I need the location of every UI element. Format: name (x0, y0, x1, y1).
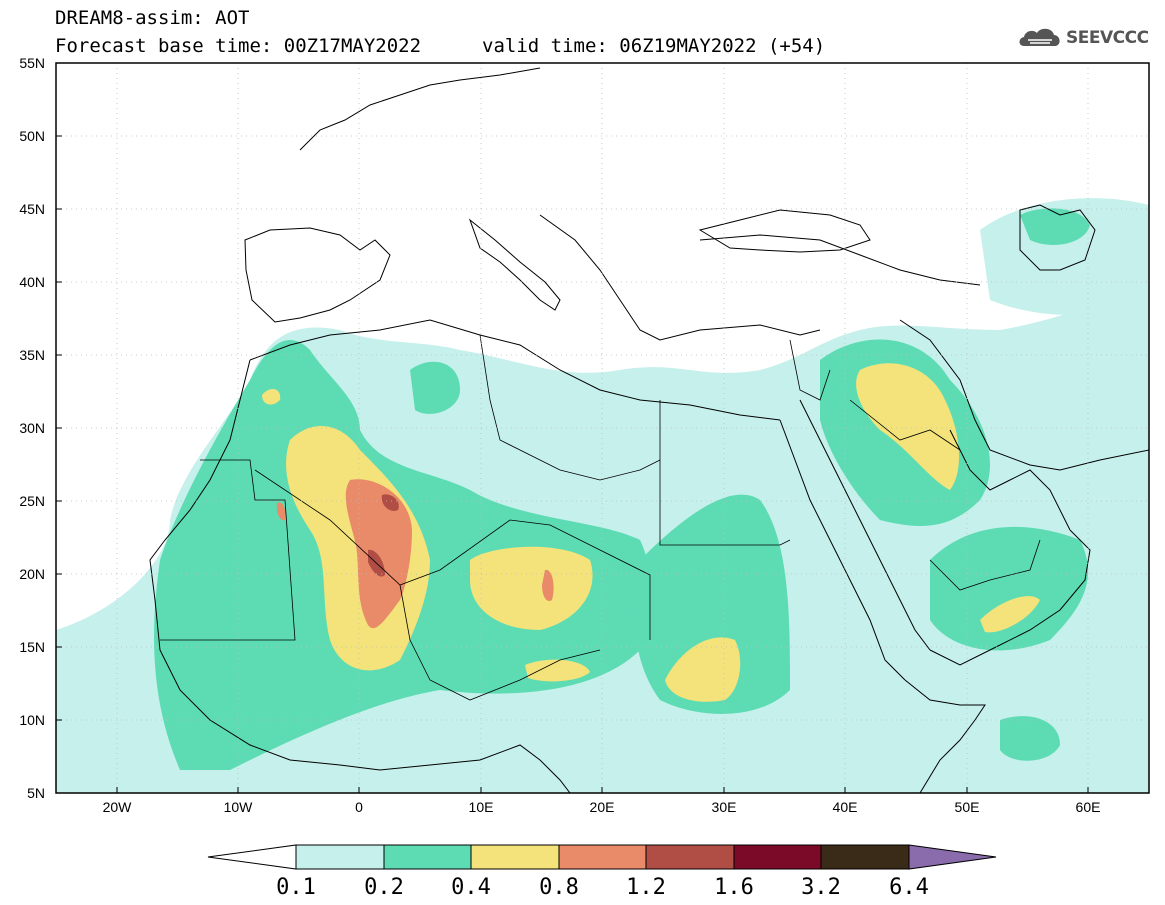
lat-label: 35N (19, 347, 45, 363)
colorbar-bin (558, 844, 647, 870)
colorbar-label: 0.8 (539, 875, 579, 900)
colorbar-bin (733, 844, 822, 870)
lon-label: 60E (1076, 799, 1101, 815)
lon-label: 0 (355, 799, 363, 815)
lat-label: 30N (19, 420, 45, 436)
lon-label: 20W (103, 799, 133, 815)
lat-label: 10N (19, 712, 45, 728)
colorbar-bin (295, 844, 385, 870)
lon-label: 20E (590, 799, 615, 815)
lat-label: 50N (19, 128, 45, 144)
logo-text: SEEVCCC (1066, 28, 1149, 48)
colorbar-bin (645, 844, 735, 870)
colorbar-low-arrow (207, 844, 297, 870)
colorbar-label: 1.6 (714, 875, 754, 900)
lat-label: 55N (19, 55, 45, 71)
colorbar-bin (820, 844, 910, 870)
lat-label: 40N (19, 274, 45, 290)
colorbar-bin (383, 844, 472, 870)
colorbar-label: 6.4 (889, 875, 929, 900)
lon-label: 50E (955, 799, 980, 815)
colorbar (207, 844, 997, 870)
colorbar-high-arrow (908, 844, 997, 870)
colorbar-label: 0.2 (364, 875, 404, 900)
colorbar-label: 0.1 (276, 875, 316, 900)
lon-label: 10W (224, 799, 254, 815)
cloud-logo-icon (1019, 28, 1060, 46)
lat-label: 25N (19, 493, 45, 509)
colorbar-bin (470, 844, 560, 870)
colorbar-label: 1.2 (626, 875, 666, 900)
lat-label: 15N (19, 639, 45, 655)
lon-label: 40E (833, 799, 858, 815)
lat-label: 45N (19, 201, 45, 217)
lat-label: 5N (27, 785, 45, 801)
lat-label: 20N (19, 566, 45, 582)
lat-labels: 55N 50N 45N 40N 35N 30N 25N 20N 15N 10N … (19, 55, 45, 801)
grid-lines (56, 63, 1149, 793)
colorbar-label: 3.2 (801, 875, 841, 900)
valid-time: valid time: 06Z19MAY2022 (+54) (482, 35, 826, 57)
coastlines (149, 67, 1149, 793)
colorbar-label: 0.4 (451, 875, 491, 900)
aot-level-0.8 (276, 479, 554, 629)
axis-ticks (56, 62, 1089, 794)
lon-labels: 20W 10W 0 10E 20E 30E 40E 50E 60E (103, 799, 1101, 815)
lon-label: 10E (469, 799, 494, 815)
map-title: DREAM8-assim: AOT (55, 7, 250, 29)
forecast-base-time: Forecast base time: 00Z17MAY2022 (55, 35, 422, 57)
aot-shading (56, 198, 1149, 793)
colorbar-labels: 0.1 0.2 0.4 0.8 1.2 1.6 3.2 6.4 (276, 875, 929, 900)
lon-label: 30E (712, 799, 737, 815)
